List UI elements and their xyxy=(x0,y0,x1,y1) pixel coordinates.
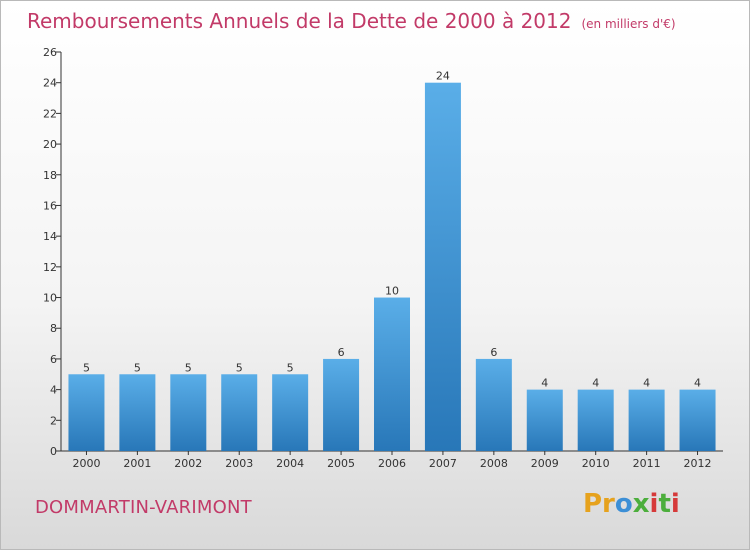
bar-value-label: 5 xyxy=(134,361,141,374)
bar-value-label: 6 xyxy=(490,346,497,359)
y-tick-label: 20 xyxy=(43,138,57,151)
y-tick-label: 16 xyxy=(43,199,57,212)
bar-value-label: 5 xyxy=(287,361,294,374)
bar-2001 xyxy=(119,374,156,451)
x-tick-label: 2008 xyxy=(480,457,508,470)
x-tick-label: 2003 xyxy=(225,457,253,470)
bar-2003 xyxy=(221,374,258,451)
bar-2007 xyxy=(424,82,461,451)
x-tick-label: 2009 xyxy=(531,457,559,470)
x-tick-label: 2011 xyxy=(633,457,661,470)
x-tick-label: 2012 xyxy=(684,457,712,470)
x-tick-label: 2000 xyxy=(72,457,100,470)
bar-2012 xyxy=(679,389,716,451)
bar-value-label: 10 xyxy=(385,285,399,298)
y-tick-label: 6 xyxy=(50,353,57,366)
chart-title: Remboursements Annuels de la Dette de 20… xyxy=(27,9,676,33)
x-tick-label: 2005 xyxy=(327,457,355,470)
y-tick-label: 10 xyxy=(43,292,57,305)
proxiti-logo: Proxiti xyxy=(583,489,680,519)
city-name: DOMMARTIN-VARIMONT xyxy=(35,497,252,518)
y-tick-label: 4 xyxy=(50,384,57,397)
chart-unit: (en milliers d'€) xyxy=(581,17,676,31)
bar-value-label: 4 xyxy=(592,377,599,390)
bar-value-label: 5 xyxy=(185,361,192,374)
bar-value-label: 4 xyxy=(694,377,701,390)
y-tick-label: 24 xyxy=(43,77,57,90)
bar-2004 xyxy=(272,374,309,451)
bar-2011 xyxy=(628,389,665,451)
bar-value-label: 4 xyxy=(541,377,548,390)
bar-value-label: 4 xyxy=(643,377,650,390)
chart-title-text: Remboursements Annuels de la Dette de 20… xyxy=(27,9,572,33)
y-tick-label: 18 xyxy=(43,169,57,182)
bar-value-label: 6 xyxy=(338,346,345,359)
y-tick-label: 8 xyxy=(50,322,57,335)
bar-2010 xyxy=(577,389,614,451)
y-tick-label: 12 xyxy=(43,261,57,274)
x-tick-label: 2004 xyxy=(276,457,304,470)
y-tick-label: 0 xyxy=(50,445,57,458)
x-tick-label: 2002 xyxy=(174,457,202,470)
bar-value-label: 24 xyxy=(436,70,450,83)
x-tick-label: 2006 xyxy=(378,457,406,470)
x-tick-label: 2010 xyxy=(582,457,610,470)
bar-2000 xyxy=(68,374,105,451)
bar-2009 xyxy=(526,389,563,451)
bar-value-label: 5 xyxy=(83,361,90,374)
y-tick-label: 22 xyxy=(43,107,57,120)
bar-2006 xyxy=(374,297,410,451)
y-tick-label: 26 xyxy=(43,46,57,59)
y-tick-label: 14 xyxy=(43,230,57,243)
bar-value-label: 5 xyxy=(236,361,243,374)
bar-2002 xyxy=(170,374,207,451)
y-tick-label: 2 xyxy=(50,414,57,427)
bar-2005 xyxy=(323,358,360,451)
bar-2008 xyxy=(475,358,512,451)
x-tick-label: 2001 xyxy=(123,457,151,470)
x-tick-label: 2007 xyxy=(429,457,457,470)
